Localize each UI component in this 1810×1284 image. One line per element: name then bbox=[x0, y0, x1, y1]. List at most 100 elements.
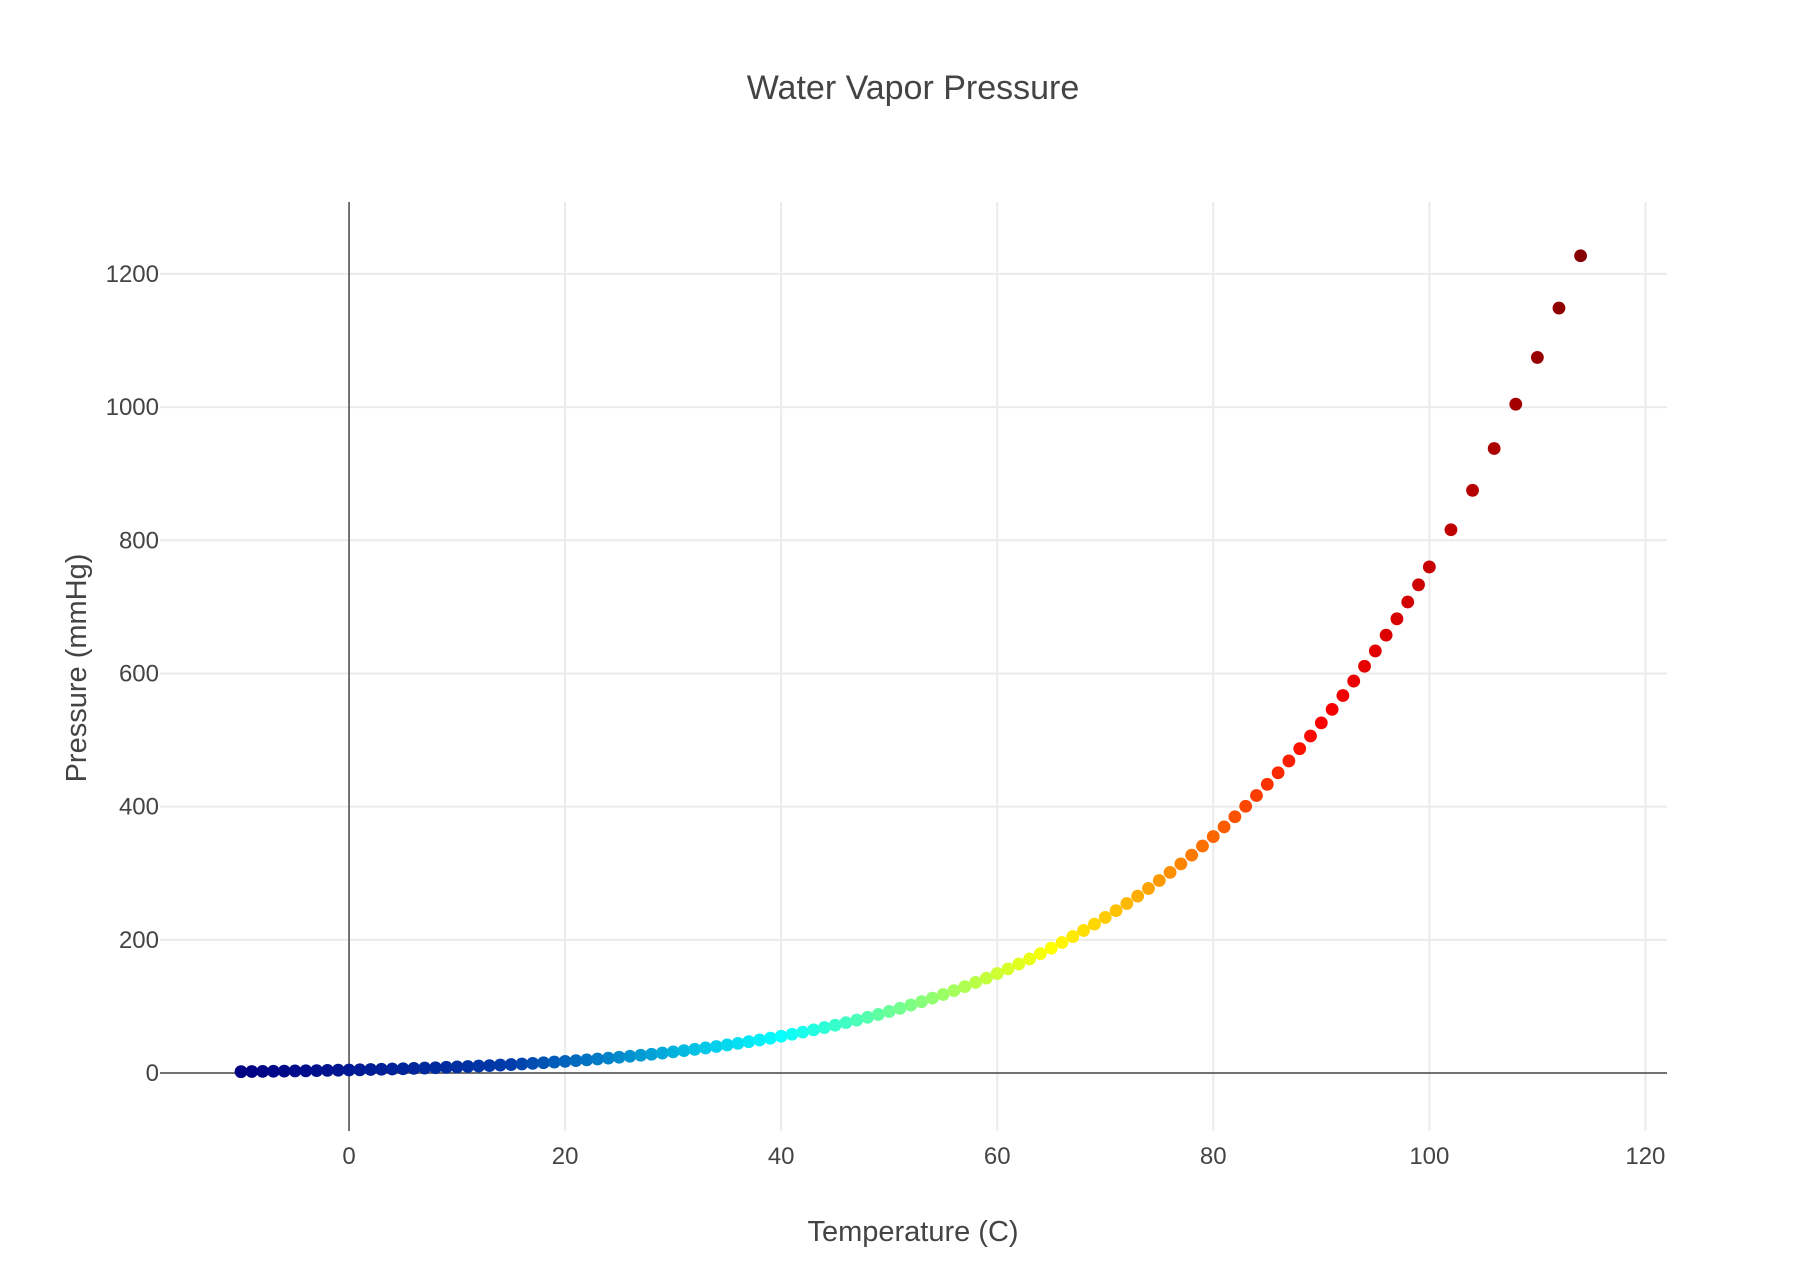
data-point bbox=[256, 1064, 270, 1078]
data-point bbox=[1131, 889, 1145, 903]
data-point bbox=[1368, 644, 1382, 658]
data-point bbox=[753, 1033, 766, 1047]
data-point bbox=[407, 1062, 421, 1075]
data-point bbox=[591, 1052, 604, 1066]
data-point bbox=[861, 1010, 874, 1024]
data-point bbox=[267, 1064, 280, 1078]
x-tick-labels: 0 20 40 60 80 100 120 bbox=[342, 1143, 1665, 1170]
data-point bbox=[904, 998, 918, 1012]
data-point bbox=[353, 1063, 367, 1077]
data-point bbox=[288, 1064, 302, 1078]
data-point bbox=[817, 1021, 831, 1034]
data-point bbox=[1012, 957, 1026, 971]
data-point bbox=[1509, 397, 1523, 411]
data-point bbox=[601, 1051, 615, 1065]
y-tick-label: 800 bbox=[119, 527, 159, 554]
x-tick-label: 80 bbox=[1200, 1143, 1227, 1170]
data-point bbox=[1293, 742, 1307, 756]
data-point bbox=[688, 1042, 702, 1056]
data-point bbox=[796, 1025, 810, 1039]
data-point bbox=[1034, 947, 1047, 961]
data-point bbox=[277, 1064, 291, 1078]
data-point bbox=[493, 1058, 507, 1072]
x-tick-label: 100 bbox=[1409, 1143, 1449, 1170]
data-point bbox=[1174, 857, 1188, 871]
data-point bbox=[331, 1063, 345, 1077]
y-tick-label: 0 bbox=[146, 1060, 159, 1087]
data-point bbox=[1444, 523, 1458, 537]
x-tick-label: 40 bbox=[768, 1143, 795, 1170]
data-point bbox=[1530, 351, 1544, 364]
data-point bbox=[936, 988, 950, 1001]
data-point bbox=[342, 1063, 356, 1077]
x-tick-label: 20 bbox=[552, 1143, 579, 1170]
data-point bbox=[1250, 789, 1263, 802]
data-point bbox=[785, 1027, 799, 1041]
data-point bbox=[774, 1029, 788, 1043]
data-point bbox=[1282, 754, 1296, 768]
data-point bbox=[1206, 830, 1220, 843]
data-point bbox=[1077, 924, 1091, 937]
data-point bbox=[515, 1057, 529, 1071]
data-point bbox=[720, 1038, 734, 1052]
data-point bbox=[634, 1048, 648, 1062]
x-tick-label: 0 bbox=[342, 1143, 355, 1170]
y-tick-label: 400 bbox=[119, 794, 159, 821]
x-tick-label: 60 bbox=[984, 1143, 1011, 1170]
gridlines bbox=[160, 202, 1667, 1131]
data-point bbox=[763, 1031, 777, 1045]
data-point bbox=[321, 1063, 334, 1077]
data-point bbox=[623, 1049, 637, 1063]
data-point bbox=[1098, 911, 1112, 924]
data-point bbox=[839, 1016, 853, 1030]
data-point bbox=[612, 1050, 626, 1064]
data-point bbox=[871, 1008, 885, 1021]
data-point bbox=[504, 1058, 518, 1071]
data-point bbox=[947, 984, 961, 998]
data-point bbox=[1466, 483, 1479, 497]
data-point bbox=[483, 1059, 496, 1073]
data-point bbox=[1574, 249, 1587, 263]
data-point bbox=[958, 980, 972, 994]
data-point bbox=[882, 1005, 896, 1018]
y-tick-label: 600 bbox=[119, 660, 159, 687]
data-point bbox=[655, 1046, 669, 1060]
data-point bbox=[1055, 936, 1069, 949]
data-point bbox=[429, 1061, 442, 1075]
data-point bbox=[850, 1013, 864, 1027]
data-point bbox=[1422, 560, 1436, 574]
data-point bbox=[1163, 865, 1177, 879]
data-point bbox=[1412, 578, 1425, 592]
data-point bbox=[709, 1040, 723, 1053]
data-point bbox=[472, 1059, 486, 1073]
data-point bbox=[666, 1045, 680, 1059]
data-point bbox=[439, 1060, 453, 1074]
data-point bbox=[375, 1062, 388, 1076]
x-tick-label: 120 bbox=[1625, 1143, 1665, 1170]
data-point bbox=[699, 1041, 712, 1055]
data-point bbox=[569, 1054, 583, 1068]
chart-title: Water Vapor Pressure bbox=[747, 69, 1080, 107]
data-point bbox=[1109, 904, 1123, 918]
data-point bbox=[461, 1060, 475, 1073]
y-tick-label: 200 bbox=[119, 927, 159, 954]
data-point bbox=[1066, 930, 1080, 943]
data-point bbox=[915, 995, 929, 1009]
data-point bbox=[1358, 659, 1371, 673]
data-point bbox=[418, 1061, 432, 1075]
data-point bbox=[1120, 897, 1134, 910]
data-point bbox=[537, 1056, 550, 1070]
data-point bbox=[310, 1064, 324, 1077]
data-point bbox=[580, 1053, 594, 1067]
y-tick-labels: 0 200 400 600 800 1000 1200 bbox=[106, 261, 159, 1087]
data-point bbox=[742, 1035, 756, 1049]
data-point bbox=[1260, 777, 1274, 791]
data-point bbox=[1390, 612, 1404, 626]
data-point bbox=[1271, 766, 1285, 780]
data-point bbox=[990, 967, 1004, 980]
data-point bbox=[526, 1057, 540, 1070]
data-point bbox=[1304, 729, 1317, 743]
data-point bbox=[645, 1047, 658, 1061]
